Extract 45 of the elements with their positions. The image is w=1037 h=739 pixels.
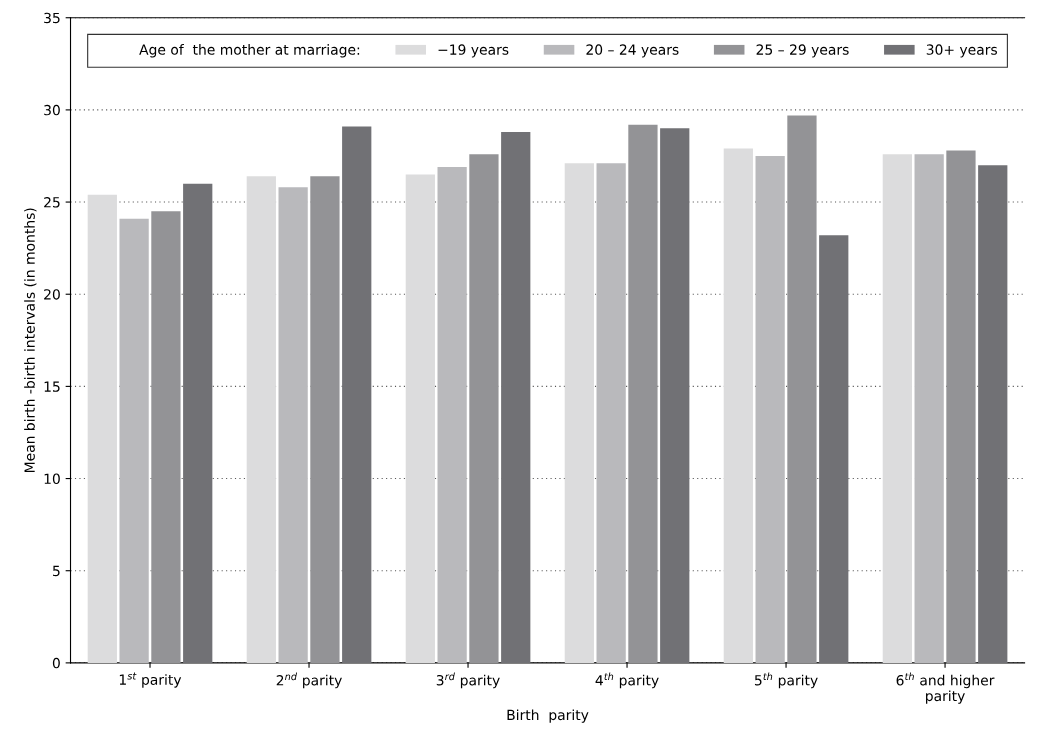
x-tick-label: 3$^{rd}$ parity [436, 672, 500, 689]
bar [723, 148, 753, 663]
x-tick-label: 6$^{th}$ and higher parity [896, 672, 995, 704]
bar [628, 124, 658, 663]
y-tick-label: 5 [53, 565, 60, 577]
y-tick-label: 25 [44, 197, 60, 208]
legend-label: −19 years [438, 44, 509, 58]
bar [437, 167, 467, 663]
bar [660, 128, 690, 663]
bar [978, 165, 1008, 663]
x-tick-label: 4$^{th}$ parity [595, 672, 659, 689]
bar [882, 154, 912, 663]
y-axis-title: Mean birth -birth intervals (in months) [24, 208, 37, 473]
x-tick-label: 1$^{st}$ parity [119, 672, 182, 688]
legend-title: Age of the mother at marriage: [139, 44, 360, 58]
y-tick-label: 35 [44, 12, 60, 24]
bar [564, 163, 594, 663]
bar [342, 126, 372, 663]
bar [755, 155, 785, 663]
y-tick-label: 10 [44, 473, 60, 485]
bar [596, 163, 626, 663]
bar [151, 211, 181, 663]
legend-label: 25 – 29 years [756, 44, 849, 58]
bar [787, 115, 817, 663]
bar [183, 183, 213, 663]
y-tick-label: 15 [44, 381, 60, 392]
bar [469, 154, 499, 663]
bar [946, 150, 976, 663]
bar [819, 235, 849, 663]
x-axis-title: Birth parity [507, 709, 589, 723]
bar [246, 176, 276, 663]
x-tick-label: 2$^{nd}$ parity [276, 672, 342, 689]
bar [119, 218, 149, 663]
bar [87, 194, 117, 663]
bar [914, 154, 944, 663]
y-tick-label: 0 [52, 657, 60, 669]
y-tick-label: 20 [44, 289, 60, 300]
bar [405, 174, 435, 663]
bar [501, 132, 531, 663]
legend-label: 20 – 24 years [586, 44, 679, 58]
bar [310, 176, 340, 663]
bar [278, 187, 308, 663]
x-tick-label: 5$^{th}$ parity [754, 672, 818, 689]
y-tick-label: 30 [44, 104, 60, 116]
legend-label: 30+ years [926, 44, 997, 58]
